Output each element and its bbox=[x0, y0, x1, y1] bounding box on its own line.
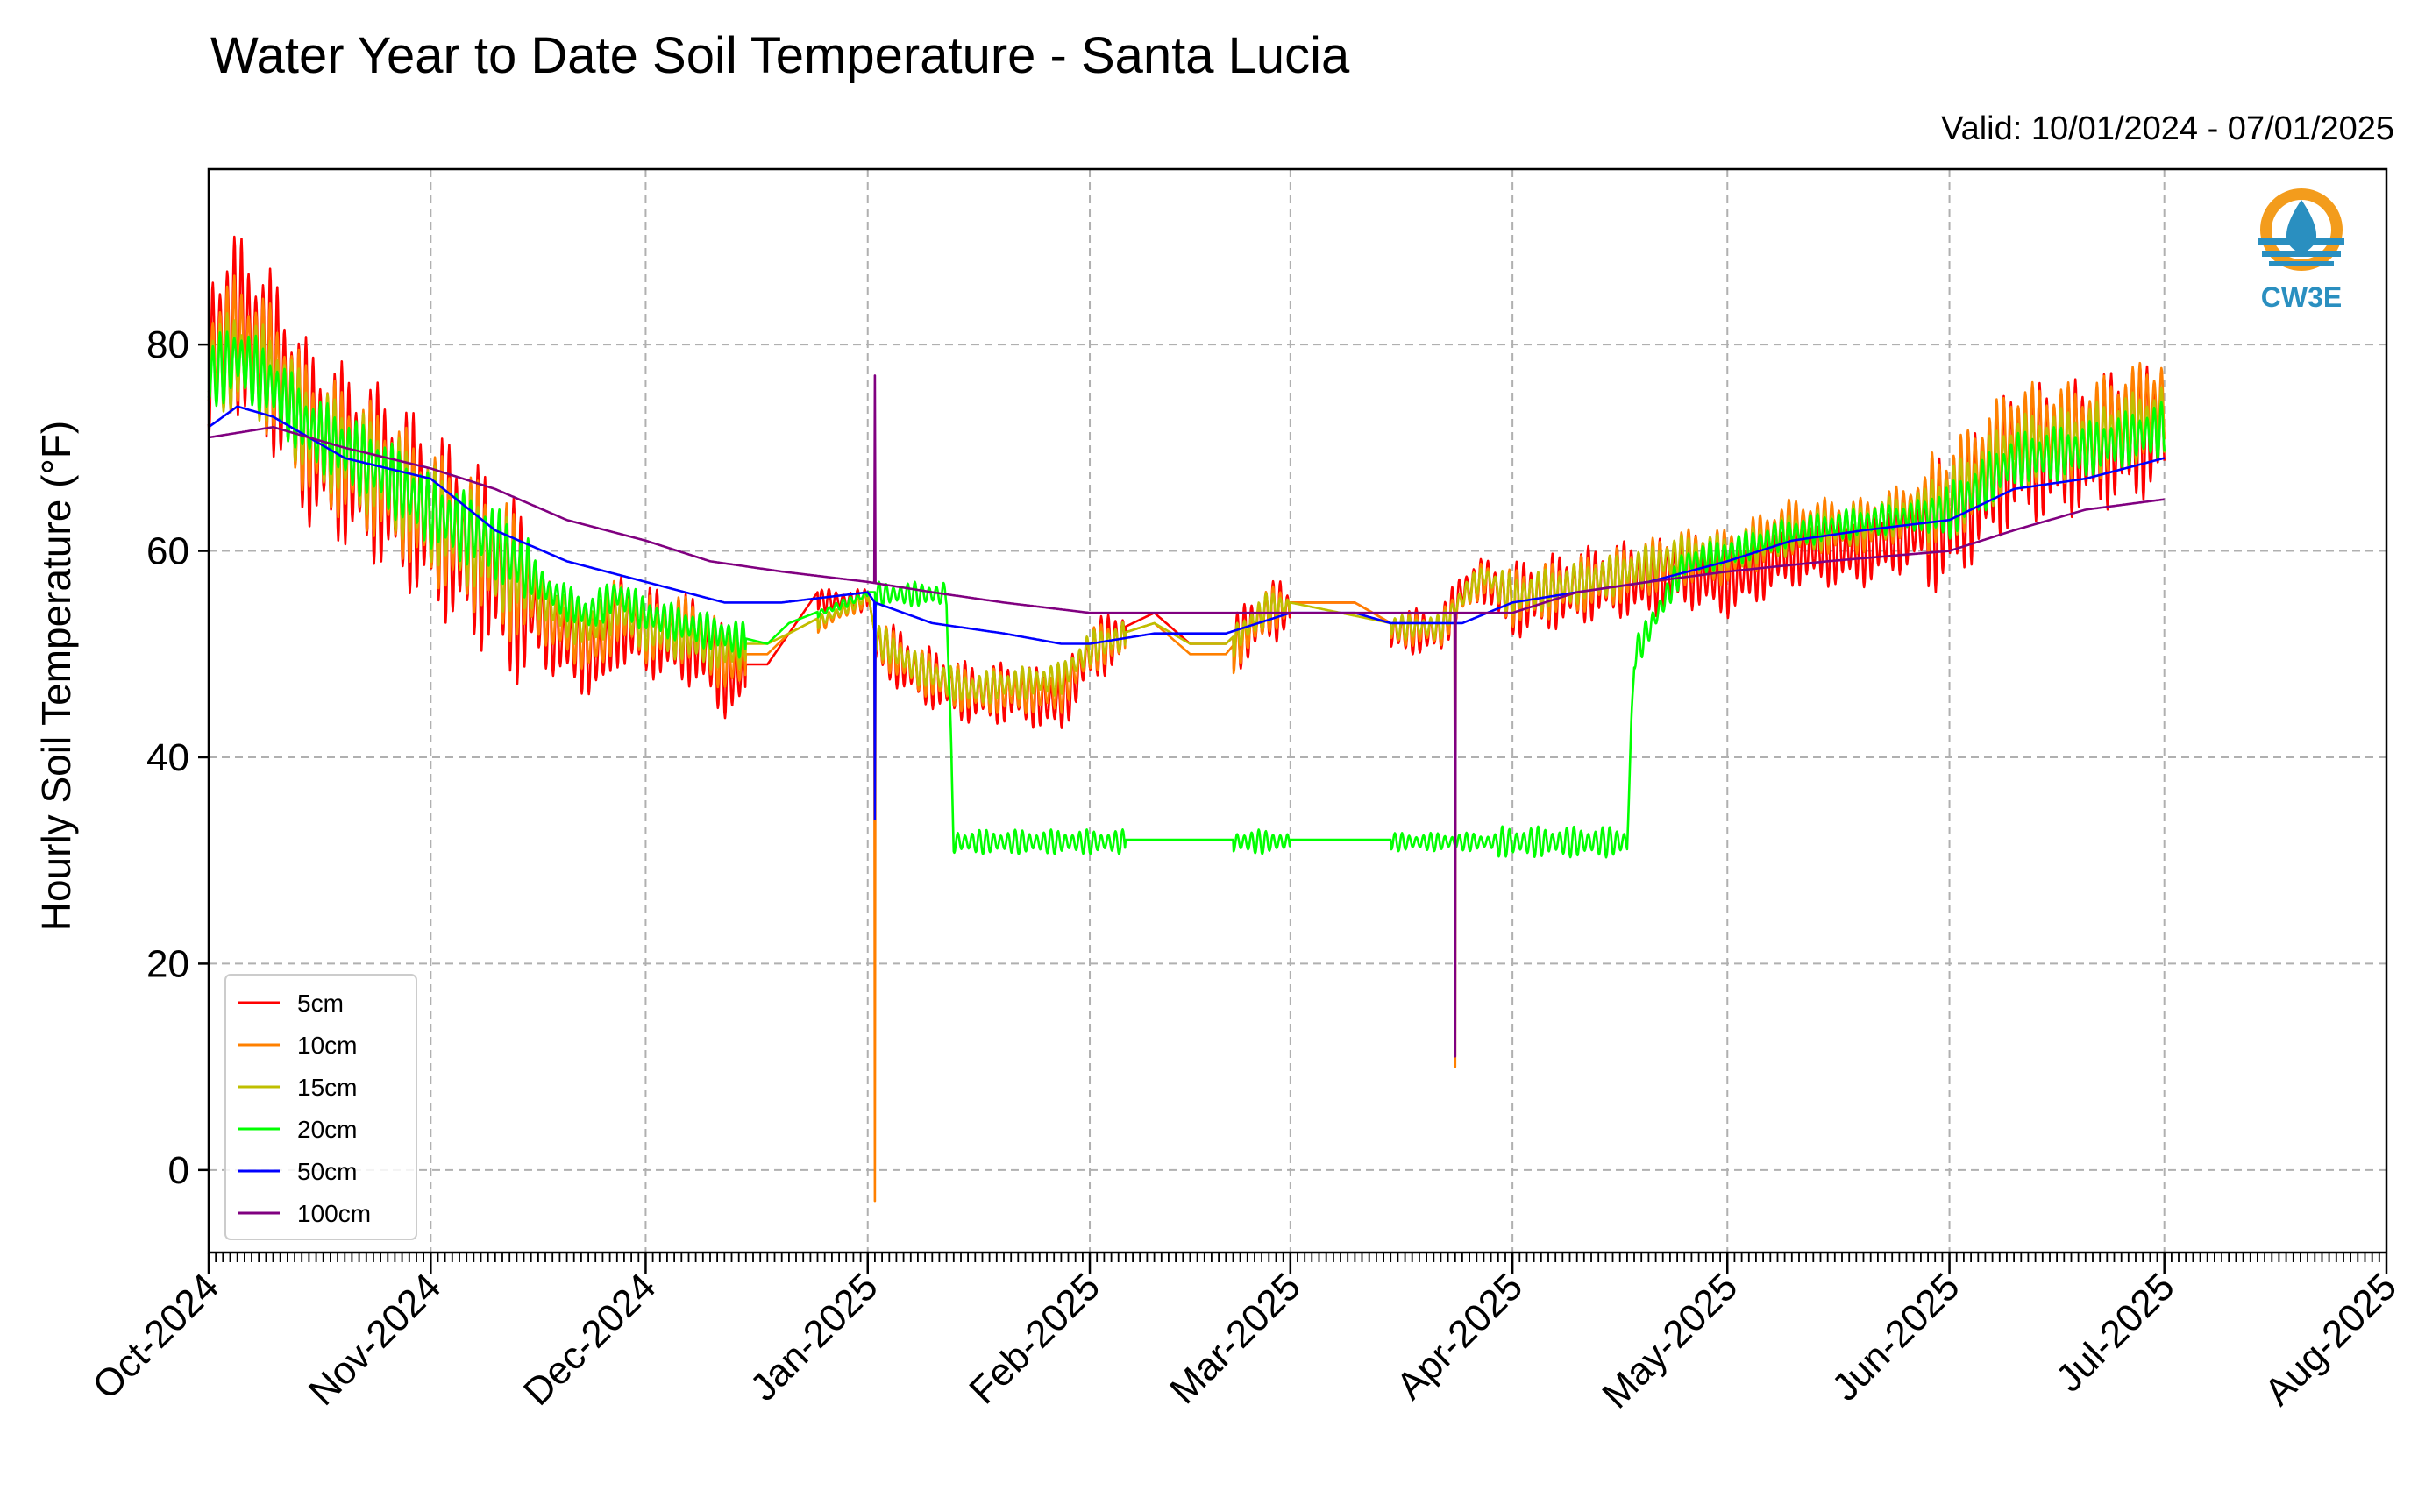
y-tick-label: 0 bbox=[168, 1149, 189, 1192]
legend: 5cm 10cm 15cm 20cm 50cm 100cm bbox=[224, 974, 417, 1240]
plot-frame bbox=[207, 167, 2388, 1254]
valid-date-range: Valid: 10/01/2024 - 07/01/2025 bbox=[1941, 110, 2394, 147]
chart-title: Water Year to Date Soil Temperature - Sa… bbox=[210, 27, 1350, 84]
legend-label: 10cm bbox=[297, 1032, 357, 1059]
series-line-20cm bbox=[207, 330, 2166, 859]
legend-label: 20cm bbox=[297, 1116, 357, 1143]
series-line-50cm bbox=[208, 405, 2166, 820]
y-axis-label: Hourly Soil Temperature (°F) bbox=[33, 421, 79, 932]
x-minor-ticks bbox=[208, 1253, 2387, 1262]
legend-label: 50cm bbox=[297, 1158, 357, 1185]
x-tick-label: Aug-2025 bbox=[2256, 1265, 2405, 1414]
x-tick-label: Feb-2025 bbox=[961, 1265, 1108, 1412]
x-tick-label: Dec-2024 bbox=[516, 1265, 665, 1414]
y-axis-label-text: Hourly Soil Temperature (°F) bbox=[33, 421, 79, 932]
legend-label: 5cm bbox=[297, 990, 344, 1017]
grid-lines bbox=[209, 169, 2386, 1253]
y-tick-label: 40 bbox=[146, 736, 189, 779]
logo-text: CW3E bbox=[2261, 281, 2342, 313]
legend-label: 15cm bbox=[297, 1074, 357, 1101]
legend-label: 100cm bbox=[297, 1200, 371, 1227]
x-tick-label: May-2025 bbox=[1594, 1265, 1746, 1416]
y-tick-label: 60 bbox=[146, 530, 189, 573]
y-tick-label: 80 bbox=[146, 323, 189, 366]
x-tick-label: Jun-2025 bbox=[1824, 1265, 1967, 1409]
x-tick-label: Oct-2024 bbox=[84, 1265, 227, 1408]
series-line-10cm bbox=[207, 274, 2166, 1203]
y-tick-label: 20 bbox=[146, 942, 189, 985]
series-line-100cm bbox=[208, 374, 2166, 1058]
series-lines bbox=[207, 235, 2166, 1203]
x-tick-label: Nov-2024 bbox=[301, 1265, 450, 1414]
x-tick-label: Apr-2025 bbox=[1389, 1265, 1532, 1408]
x-tick-label: Mar-2025 bbox=[1162, 1265, 1309, 1412]
x-tick-label: Jul-2025 bbox=[2048, 1265, 2183, 1400]
series-line-5cm bbox=[207, 235, 2166, 729]
cw3e-logo: CW3E bbox=[2258, 188, 2344, 313]
x-tick-label: Jan-2025 bbox=[742, 1265, 885, 1409]
series-line-15cm bbox=[207, 312, 2166, 705]
legend-box bbox=[224, 974, 417, 1240]
